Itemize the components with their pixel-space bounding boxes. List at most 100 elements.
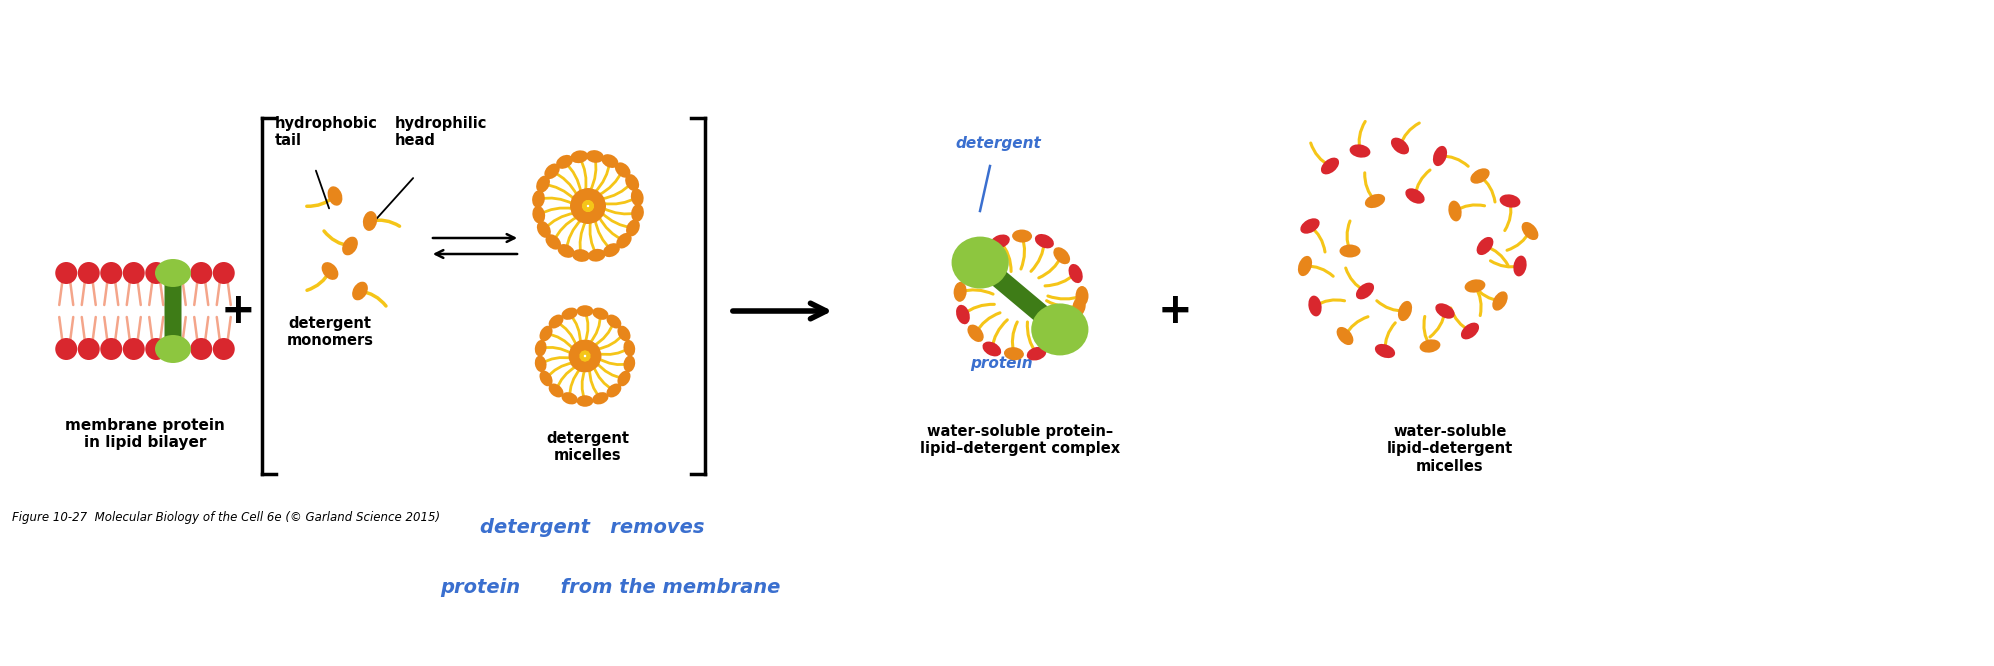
Ellipse shape <box>953 282 967 302</box>
Ellipse shape <box>1521 222 1539 240</box>
Ellipse shape <box>1298 256 1312 276</box>
Ellipse shape <box>100 262 122 284</box>
Text: water-soluble
lipid–detergent
micelles: water-soluble lipid–detergent micelles <box>1388 424 1513 474</box>
Ellipse shape <box>189 338 211 360</box>
Ellipse shape <box>955 305 969 324</box>
Ellipse shape <box>967 324 983 342</box>
Ellipse shape <box>576 305 594 317</box>
Ellipse shape <box>544 163 560 179</box>
Text: detergent
monomers: detergent monomers <box>287 316 373 348</box>
Ellipse shape <box>594 198 606 214</box>
Ellipse shape <box>1073 296 1085 316</box>
Ellipse shape <box>606 384 622 398</box>
Ellipse shape <box>167 338 189 360</box>
Ellipse shape <box>353 282 367 300</box>
Ellipse shape <box>78 262 100 284</box>
Ellipse shape <box>532 190 544 208</box>
Ellipse shape <box>618 371 630 386</box>
Ellipse shape <box>1075 286 1089 306</box>
Text: +: + <box>221 290 255 332</box>
Ellipse shape <box>1436 303 1456 319</box>
Ellipse shape <box>321 262 339 280</box>
Text: detergent   removes: detergent removes <box>481 518 704 537</box>
Ellipse shape <box>189 262 211 284</box>
Ellipse shape <box>167 262 189 284</box>
Ellipse shape <box>1376 344 1396 358</box>
Ellipse shape <box>558 244 574 258</box>
Ellipse shape <box>1027 347 1047 360</box>
Text: hydrophilic
head: hydrophilic head <box>395 116 487 149</box>
Ellipse shape <box>1049 335 1065 351</box>
Ellipse shape <box>1513 256 1527 276</box>
Ellipse shape <box>624 340 636 356</box>
Ellipse shape <box>1336 327 1354 345</box>
Ellipse shape <box>983 342 1001 356</box>
Ellipse shape <box>570 355 582 370</box>
Ellipse shape <box>588 355 600 370</box>
Ellipse shape <box>971 243 989 260</box>
Ellipse shape <box>574 361 590 372</box>
Text: membrane protein
in lipid bilayer: membrane protein in lipid bilayer <box>66 418 225 450</box>
Ellipse shape <box>146 338 167 360</box>
Ellipse shape <box>602 243 620 257</box>
Ellipse shape <box>991 234 1009 248</box>
Text: protein: protein <box>969 356 1033 371</box>
Ellipse shape <box>626 219 640 236</box>
Ellipse shape <box>213 338 235 360</box>
Ellipse shape <box>616 233 632 248</box>
Ellipse shape <box>1462 322 1480 340</box>
Ellipse shape <box>1492 291 1507 310</box>
Ellipse shape <box>124 262 146 284</box>
Ellipse shape <box>570 192 584 208</box>
Ellipse shape <box>570 151 588 163</box>
Ellipse shape <box>534 340 546 356</box>
Ellipse shape <box>1340 244 1360 258</box>
Ellipse shape <box>951 236 1009 288</box>
Ellipse shape <box>580 340 596 352</box>
Ellipse shape <box>961 261 975 280</box>
Ellipse shape <box>1350 145 1370 158</box>
Ellipse shape <box>1320 158 1340 174</box>
Ellipse shape <box>540 371 552 386</box>
Ellipse shape <box>568 348 580 364</box>
Ellipse shape <box>1069 264 1083 283</box>
Ellipse shape <box>580 361 596 372</box>
Ellipse shape <box>586 150 604 163</box>
Ellipse shape <box>614 163 630 178</box>
Ellipse shape <box>1053 247 1071 264</box>
Ellipse shape <box>586 189 602 202</box>
Ellipse shape <box>536 221 550 238</box>
Ellipse shape <box>1364 194 1386 208</box>
Ellipse shape <box>534 356 546 372</box>
Ellipse shape <box>580 188 596 200</box>
Ellipse shape <box>576 395 594 407</box>
Ellipse shape <box>1035 234 1055 248</box>
Ellipse shape <box>532 206 544 224</box>
Ellipse shape <box>548 314 564 328</box>
Ellipse shape <box>574 210 590 223</box>
Ellipse shape <box>574 340 590 352</box>
Ellipse shape <box>156 259 191 287</box>
Ellipse shape <box>586 210 602 223</box>
Ellipse shape <box>56 262 78 284</box>
Ellipse shape <box>630 188 644 206</box>
Ellipse shape <box>1499 194 1519 208</box>
Text: water-soluble protein–
lipid–detergent complex: water-soluble protein– lipid–detergent c… <box>919 424 1121 456</box>
Ellipse shape <box>343 236 357 255</box>
Ellipse shape <box>588 249 606 262</box>
Ellipse shape <box>1478 237 1494 255</box>
Ellipse shape <box>570 198 582 214</box>
Ellipse shape <box>1420 340 1440 353</box>
Ellipse shape <box>602 154 618 168</box>
Ellipse shape <box>562 392 578 404</box>
Ellipse shape <box>1448 200 1462 221</box>
Ellipse shape <box>632 204 644 222</box>
Ellipse shape <box>1003 347 1023 360</box>
Ellipse shape <box>570 342 582 357</box>
Text: protein      from the membrane: protein from the membrane <box>441 578 780 597</box>
Ellipse shape <box>590 348 602 364</box>
Ellipse shape <box>546 234 560 250</box>
Ellipse shape <box>1466 279 1486 292</box>
Ellipse shape <box>540 326 552 342</box>
Text: +: + <box>1159 290 1192 332</box>
